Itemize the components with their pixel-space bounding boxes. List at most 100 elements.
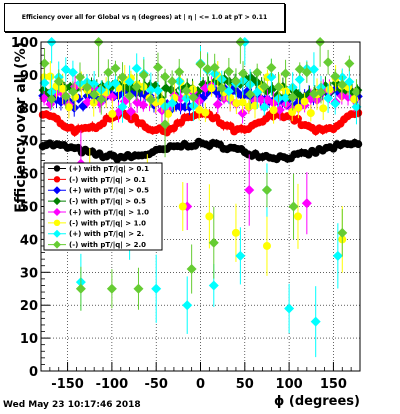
legend-entry: (-) with pT/|q| > 1.0: [48, 219, 146, 228]
data-point: [274, 104, 285, 115]
data-series: [38, 37, 363, 358]
data-point: [151, 283, 162, 294]
legend-box: [43, 162, 163, 251]
data-point: [245, 89, 256, 100]
data-point: [110, 78, 121, 89]
data-point: [133, 283, 144, 294]
data-point: [294, 103, 303, 112]
data-point: [46, 94, 57, 105]
data-point: [216, 83, 227, 94]
data-point: [145, 94, 156, 105]
data-point: [82, 82, 93, 93]
legend-marker: [53, 207, 61, 216]
chart-title: Efficiency over all for Global vs η (deg…: [21, 14, 268, 21]
data-point: [252, 87, 263, 98]
data-point: [288, 108, 297, 117]
data-point: [201, 108, 210, 117]
data-point: [125, 106, 136, 117]
data-point: [181, 93, 192, 104]
data-point: [226, 93, 235, 102]
legend-marker: [53, 229, 61, 238]
data-point: [106, 283, 117, 294]
data-point: [250, 101, 259, 110]
data-point: [160, 119, 171, 130]
data-point: [202, 63, 213, 74]
data-point: [89, 79, 100, 90]
data-point: [294, 74, 305, 85]
data-point: [337, 227, 348, 238]
data-point: [67, 67, 78, 78]
legend-marker: [53, 197, 61, 206]
data-point: [301, 67, 312, 78]
data-point: [237, 108, 248, 119]
y-tick-label: 40: [20, 233, 38, 248]
data-point: [208, 237, 219, 248]
data-point: [108, 109, 117, 118]
series-yellow: [40, 61, 359, 276]
y-tick-label: 0: [29, 365, 38, 380]
y-tick-label: 70: [20, 135, 38, 150]
legend-label: (+) with pT/|q| > 0.1: [69, 165, 149, 174]
data-point: [232, 99, 241, 108]
data-point: [96, 94, 107, 105]
data-point: [231, 228, 240, 237]
y-tick-label: 50: [20, 201, 38, 216]
data-point: [266, 72, 277, 83]
data-point: [182, 300, 193, 311]
data-point: [238, 68, 249, 79]
x-tick-label: -150: [51, 377, 84, 392]
x-ticks: -150 -100 -50 0 50 100 150: [40, 362, 361, 392]
series-lightgreen: [39, 37, 362, 311]
data-point: [160, 71, 171, 82]
data-point: [262, 241, 271, 250]
data-point: [293, 114, 302, 123]
data-point: [308, 89, 319, 100]
legend-entry: (-) with pT/|q| > 0.5: [48, 197, 146, 207]
data-point: [89, 89, 100, 100]
data-point: [330, 98, 341, 109]
data-point: [325, 85, 334, 94]
legend-label: (+) with pT/|q| > 1.0: [69, 208, 149, 217]
data-point: [256, 94, 267, 105]
data-point: [235, 250, 246, 261]
data-point: [319, 104, 328, 113]
data-point: [238, 98, 247, 107]
legend-entry: (+) with pT/|q| > 0.5: [48, 186, 149, 196]
legend-entry: (+) with pT/|q| > 2.: [48, 229, 144, 239]
data-point: [39, 78, 50, 89]
data-point: [39, 58, 50, 69]
data-point: [269, 106, 278, 115]
data-point: [181, 85, 192, 96]
data-point: [75, 283, 86, 294]
data-point: [261, 185, 272, 196]
data-point: [316, 87, 327, 98]
legend-entry: (+) with pT/|q| > 1.0: [48, 207, 149, 217]
data-point: [60, 91, 71, 102]
data-point: [188, 92, 199, 103]
y-tick-label: 60: [20, 168, 38, 183]
data-point: [145, 84, 156, 95]
x-tick-label: -100: [96, 377, 129, 392]
data-point: [82, 96, 93, 107]
legend-entry: (-) with pT/|q| > 0.1: [48, 176, 146, 185]
data-point: [39, 93, 50, 104]
data-point: [344, 58, 355, 69]
legend-label: (+) with pT/|q| > 2.: [69, 230, 144, 239]
data-point: [280, 68, 291, 79]
data-point: [244, 102, 253, 111]
data-point: [164, 109, 173, 118]
data-point: [323, 57, 334, 68]
data-point: [287, 92, 298, 103]
data-point: [252, 67, 263, 78]
x-tick-label: 50: [236, 377, 254, 392]
data-point: [223, 66, 234, 77]
y-tick-label: 20: [20, 299, 38, 314]
x-axis-label: ϕ (degrees): [274, 394, 360, 409]
data-point: [167, 98, 178, 109]
y-tick-label: 30: [20, 266, 38, 281]
data-point: [74, 72, 85, 83]
legend-marker: [53, 186, 61, 195]
data-point: [58, 84, 67, 93]
data-point: [167, 76, 178, 87]
legend-label: (-) with pT/|q| > 0.5: [69, 198, 146, 207]
